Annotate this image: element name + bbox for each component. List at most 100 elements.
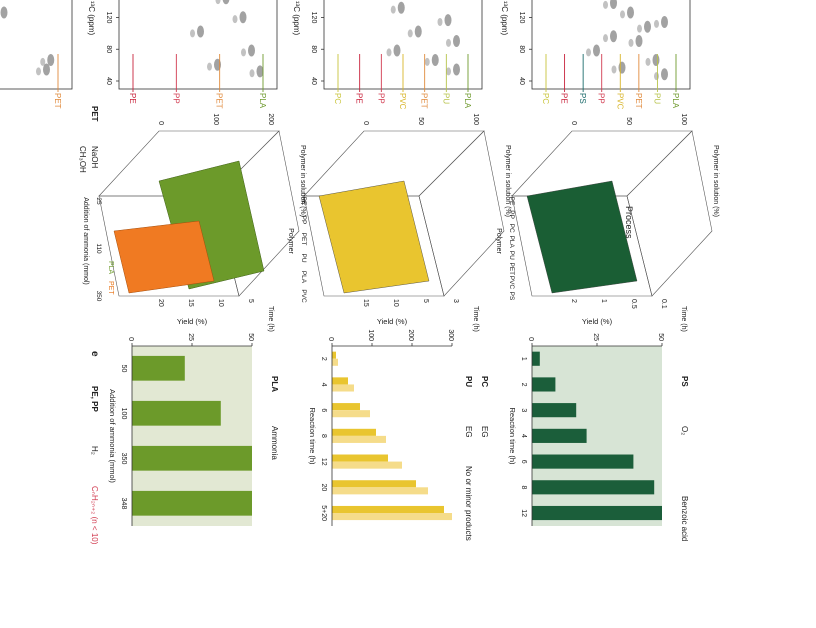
y-tick-label: 0 — [127, 337, 134, 341]
bar-a-product-0 — [532, 351, 540, 366]
nmr-label-pp: PP — [376, 93, 385, 104]
surface-y-title-a: Time (h) — [680, 306, 687, 332]
surface-y-tick: 0.1 — [660, 299, 667, 309]
nmr-peak — [627, 6, 634, 19]
nmr-peak — [386, 48, 392, 57]
nmr-label-pe: PE — [560, 93, 569, 104]
surface-x-title-b: Polymer — [287, 228, 294, 254]
nmr-peak — [207, 62, 212, 71]
bar-b-product-0-1 — [332, 358, 338, 366]
nmr-peak — [637, 24, 642, 33]
nmr-peak — [0, 6, 8, 19]
nmr-peak — [446, 67, 451, 76]
legend-pet: PET — [107, 281, 114, 295]
x-tick-label: 4 — [520, 434, 527, 438]
nmr-label-pvc: PVC — [615, 93, 624, 110]
nmr-peak — [222, 0, 230, 5]
nmr-peak — [661, 68, 668, 81]
bar-a-product-5 — [532, 480, 655, 495]
nmr-label-pet: PET — [53, 93, 62, 109]
nmr-peak — [610, 0, 617, 9]
surface-y-tick: 15 — [187, 299, 194, 307]
nmr-label-pet: PET — [634, 93, 643, 109]
surface-y-tick: 5 — [422, 299, 429, 303]
surface — [526, 180, 638, 294]
y-tick-label: 25 — [187, 333, 194, 341]
nmr-peak — [43, 63, 50, 76]
x-tick-label: 8 — [320, 434, 327, 438]
nmr-peak — [239, 11, 247, 24]
x-tick-label: 3 — [520, 408, 527, 412]
nmr-label-pvc: PVC — [398, 93, 407, 110]
nmr-c-axis-title: ¹³C (ppm) — [500, 1, 509, 36]
x-tick-label: 6 — [320, 408, 327, 412]
surface-pet — [113, 220, 215, 294]
surface-z-tick: 200 — [267, 113, 274, 125]
surface-x-tick: PLA — [508, 236, 515, 249]
nmr-peak — [256, 65, 264, 78]
nmr-c-tick-label: 80 — [105, 45, 112, 53]
reactant-ps: PS — [680, 376, 689, 387]
bar-b-product-6-0 — [332, 505, 444, 514]
x-axis-title: Reaction time (h) — [308, 407, 317, 465]
bar-c-product-0 — [131, 355, 185, 381]
nmr-peak — [611, 65, 617, 74]
surface-y-tick: 5 — [247, 299, 254, 303]
surface-x-title-c: Addition of ammonia (mmol) — [82, 197, 89, 285]
nmr-peak — [407, 29, 413, 38]
product-benzoic-acid: Benzoic acid — [680, 496, 689, 541]
nmr-peak — [654, 19, 659, 28]
y-tick-label: 50 — [247, 333, 254, 341]
nmr-frame — [0, 0, 73, 90]
nmr-label-pet: PET — [215, 93, 224, 109]
surface-plot-b — [303, 130, 505, 297]
nmr-peak — [586, 48, 591, 57]
nmr-c-axis-title: ¹³C (ppm) — [292, 1, 301, 36]
x-tick-label: 8 — [520, 485, 527, 489]
bar-b-product-4-1 — [332, 461, 402, 469]
bar-b-product-2-1 — [332, 410, 370, 418]
nmr-peak — [628, 38, 634, 47]
column-label-process: Process — [624, 206, 634, 239]
x-axis-title: Reaction time (h) — [508, 407, 517, 465]
surface-z-title-b: Polymer in solution (%) — [504, 145, 511, 217]
x-tick-label: 100 — [120, 408, 127, 420]
legend-pla: PLA — [107, 261, 114, 275]
y-tick-label: 100 — [367, 329, 374, 341]
surface-y-tick: 0.5 — [630, 299, 637, 309]
surface-x-tick: 350 — [95, 291, 102, 302]
surface-x-tick: PET — [300, 233, 307, 246]
nmr-peak — [645, 57, 651, 66]
reagent-naoh: NaOH — [90, 146, 99, 168]
nmr-peak — [593, 44, 600, 57]
y-tick-label: 200 — [407, 329, 414, 341]
surface-floor — [626, 130, 713, 297]
y-axis-title: Yield (%) — [377, 317, 408, 326]
surface-x-tick: PU — [300, 253, 307, 262]
x-tick-label: 348 — [120, 498, 127, 510]
product-alkanes: CₙH₂ₙ₊₂ (n < 10) — [90, 486, 99, 545]
surface-plot-c — [98, 130, 300, 297]
nmr-label-pu: PU — [652, 93, 661, 104]
reactant-pe-pp: PE, PP — [90, 386, 99, 412]
surface-x-tick: PLA — [300, 271, 307, 284]
surface-floor — [418, 130, 505, 297]
x-tick-label: 6 — [520, 460, 527, 464]
surface-y-tick: 15 — [362, 299, 369, 307]
nmr-peak — [197, 25, 204, 38]
nmr-peak — [654, 72, 659, 81]
nmr-c-tick-label: 120 — [518, 12, 525, 24]
surface-y-tick: 10 — [392, 299, 399, 307]
bar-a-product-2 — [531, 403, 577, 418]
y-tick-label: 0 — [527, 337, 534, 341]
nmr-c-tick-label: 40 — [518, 77, 525, 85]
surface-x-tick: 110 — [95, 243, 102, 254]
bar-a-product-6 — [532, 505, 662, 521]
nmr-label-pu: PU — [441, 93, 450, 104]
surface-x-tick: PET — [508, 263, 515, 276]
surface-y-tick: 2 — [570, 299, 577, 303]
nmr-label-pe: PE — [355, 93, 364, 104]
bar-c-product-1 — [131, 400, 221, 426]
nmr-peak — [446, 38, 451, 47]
nmr-peak — [618, 61, 626, 74]
